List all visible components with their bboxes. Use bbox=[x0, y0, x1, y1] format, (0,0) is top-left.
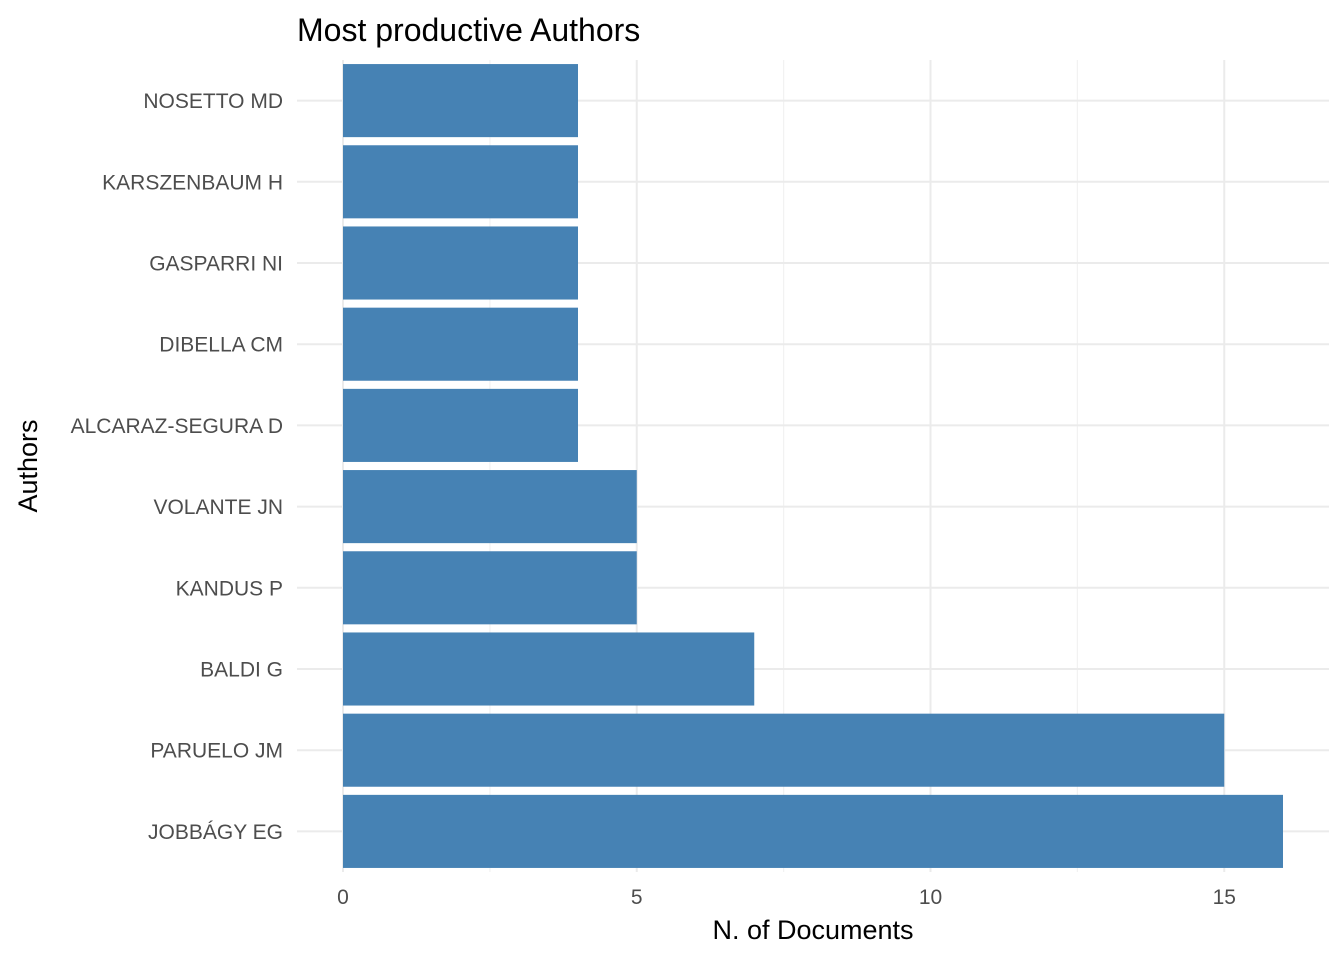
bar bbox=[343, 226, 578, 300]
bar bbox=[343, 632, 755, 706]
y-tick-label: ALCARAZ-SEGURA D bbox=[71, 415, 283, 438]
bar bbox=[343, 388, 578, 462]
y-tick-label: GASPARRI NI bbox=[149, 253, 283, 276]
bar bbox=[343, 64, 578, 138]
y-tick-label: KANDUS P bbox=[176, 577, 283, 600]
x-tick-label: 10 bbox=[919, 886, 942, 909]
bar bbox=[343, 794, 1283, 868]
y-tick-label: JOBBÁGY EG bbox=[148, 821, 283, 844]
y-axis-title: Authors bbox=[13, 419, 43, 512]
x-axis-title: N. of Documents bbox=[712, 915, 913, 945]
x-axis-ticks: 0 5 10 15 bbox=[337, 886, 1236, 909]
bar bbox=[343, 145, 578, 219]
bar bbox=[343, 713, 1225, 787]
bar bbox=[343, 307, 578, 381]
bar bbox=[343, 551, 637, 625]
x-tick-label: 5 bbox=[631, 886, 643, 909]
y-axis-ticks: JOBBÁGY EG PARUELO JM BALDI G KANDUS P VOLAN… bbox=[71, 90, 283, 844]
x-tick-label: 0 bbox=[337, 886, 349, 909]
y-tick-label: KARSZENBAUM H bbox=[102, 171, 283, 194]
x-tick-label: 15 bbox=[1213, 886, 1236, 909]
y-tick-label: DIBELLA CM bbox=[159, 334, 283, 357]
chart-title: Most productive Authors bbox=[297, 12, 640, 48]
bars-layer bbox=[343, 64, 1283, 868]
y-tick-label: NOSETTO MD bbox=[143, 90, 283, 113]
y-tick-label: BALDI G bbox=[200, 659, 283, 682]
y-tick-label: VOLANTE JN bbox=[153, 496, 283, 519]
bar bbox=[343, 470, 637, 544]
y-tick-label: PARUELO JM bbox=[150, 740, 283, 763]
